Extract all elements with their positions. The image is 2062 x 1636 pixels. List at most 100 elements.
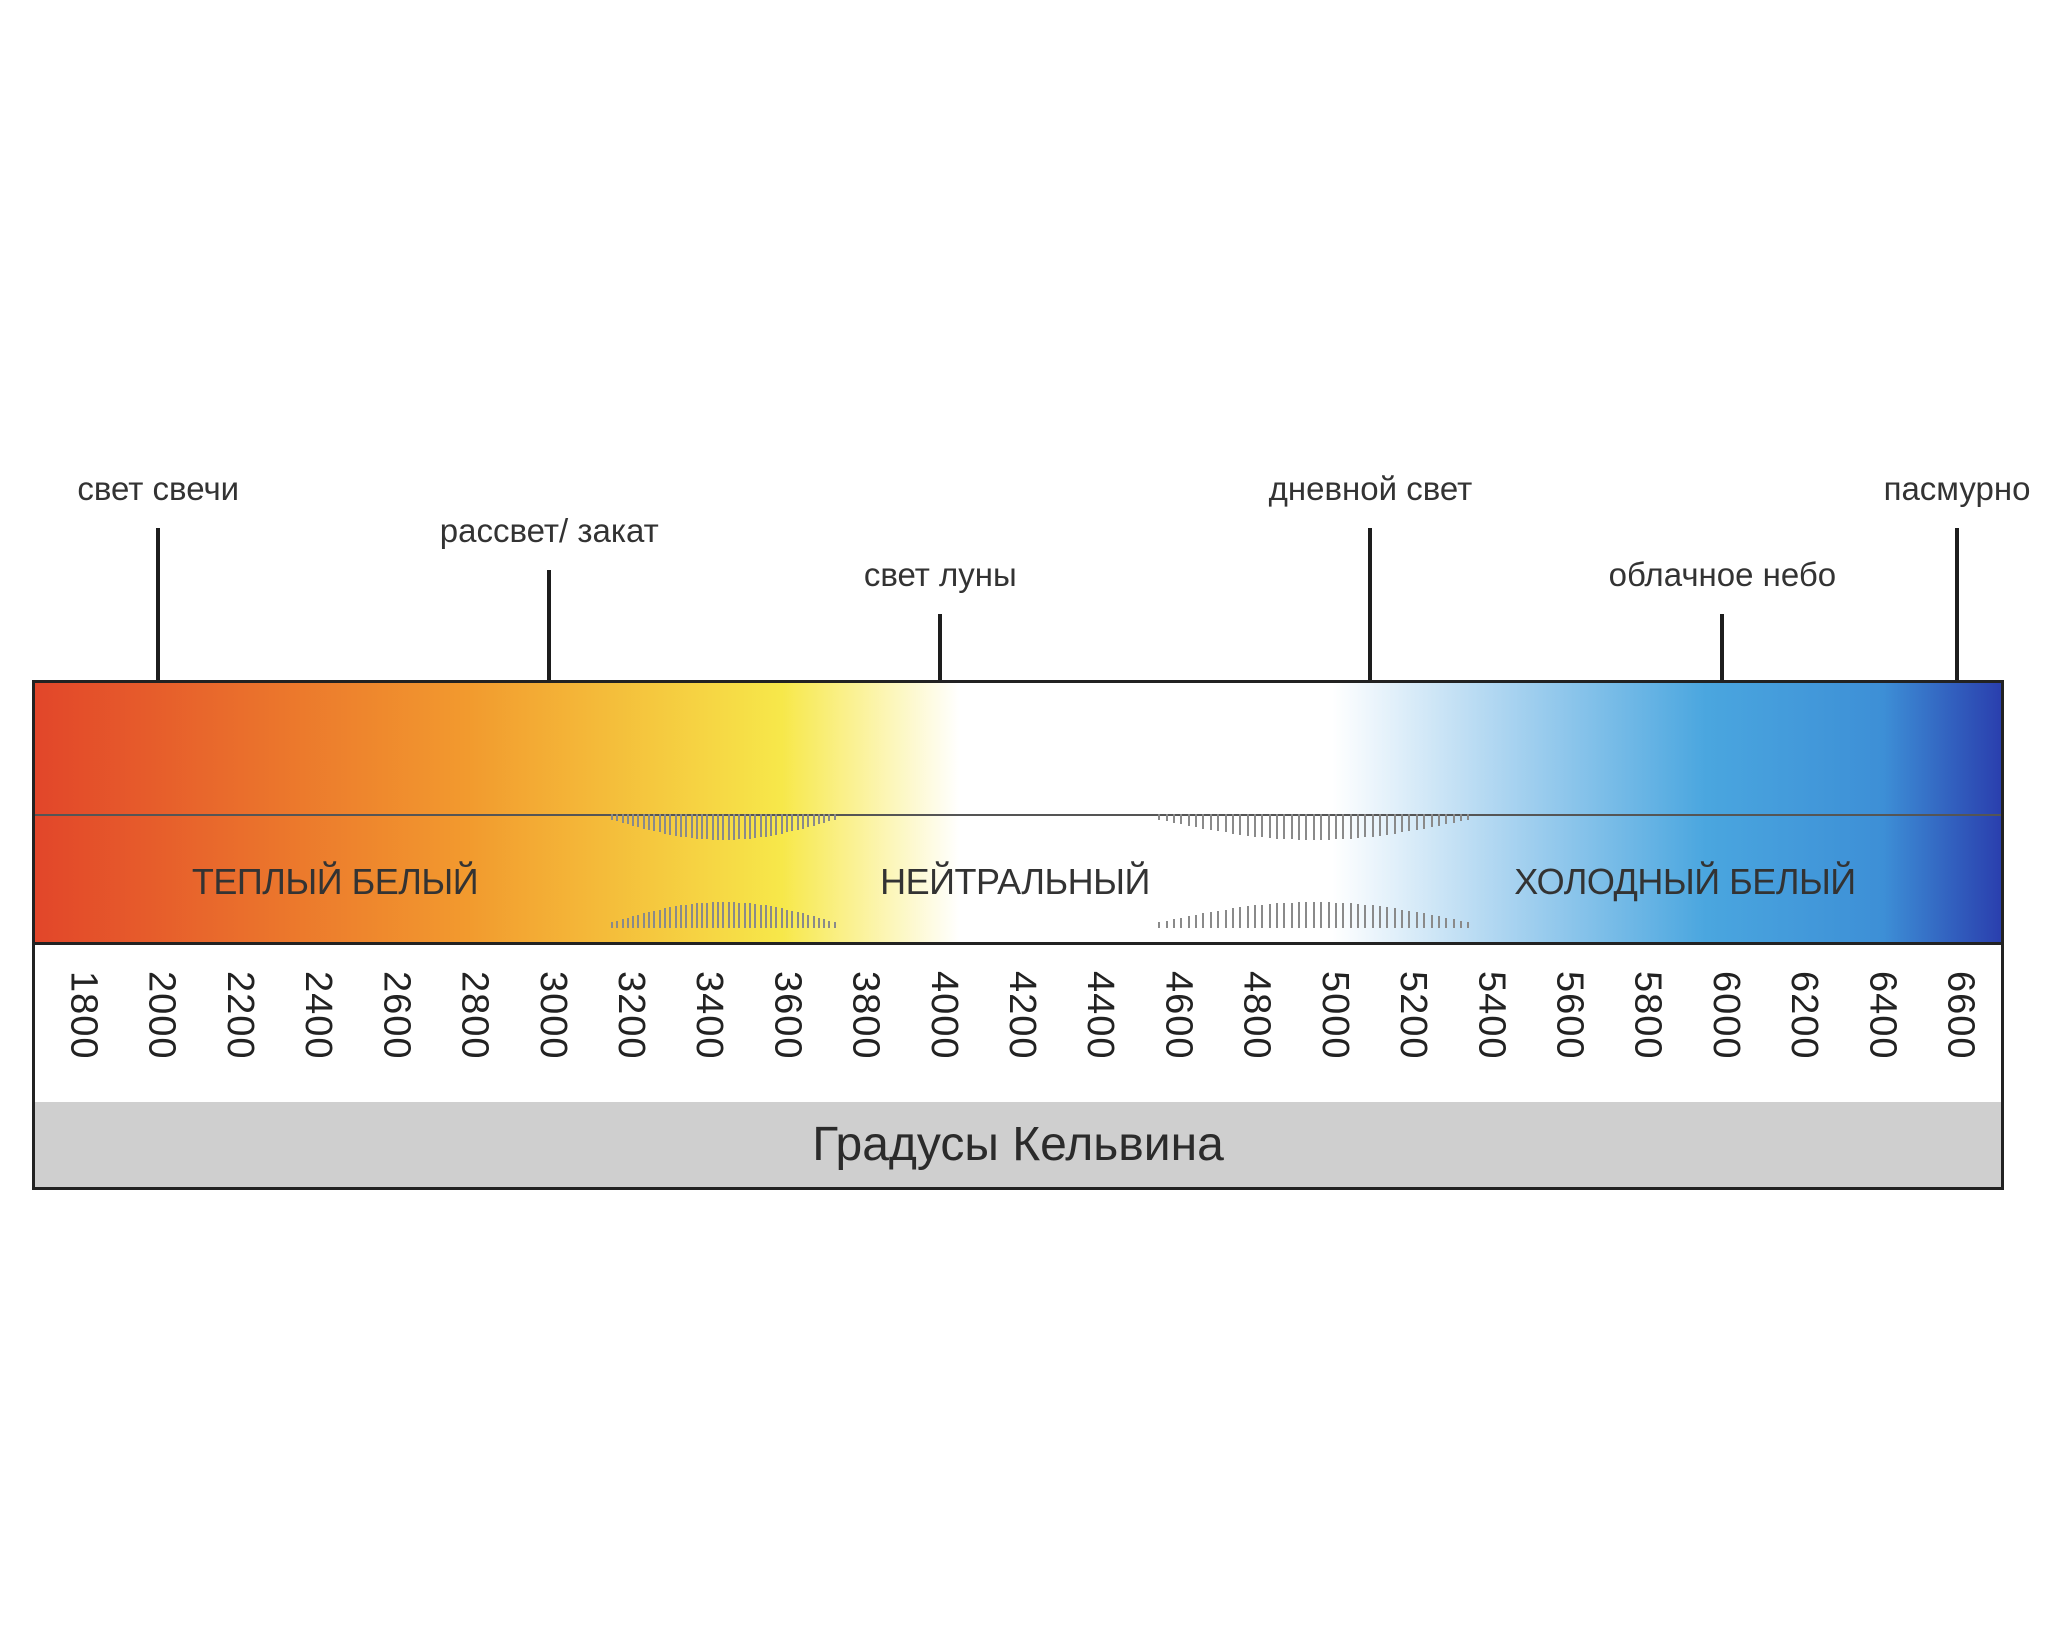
- transition-tick: [1283, 902, 1286, 928]
- transition-tick: [1187, 916, 1190, 928]
- transition-tick: [658, 814, 661, 833]
- transition-tick: [1437, 916, 1440, 928]
- transition-tick: [1349, 814, 1352, 839]
- transition-tick: [1231, 814, 1234, 834]
- transition-tick: [637, 814, 640, 828]
- kelvin-tick-label: 5200: [1392, 971, 1435, 1060]
- transition-tick: [711, 814, 714, 840]
- transition-tick: [679, 814, 682, 837]
- transition-tick: [610, 814, 613, 820]
- kelvin-tick-label: 1800: [62, 971, 105, 1060]
- transition-tick: [722, 814, 725, 840]
- transition-tick: [1423, 913, 1426, 928]
- transition-tick: [817, 814, 820, 825]
- transition-tick: [1356, 903, 1359, 928]
- transition-tick: [1327, 902, 1330, 928]
- kelvin-tick-label: 6000: [1704, 971, 1747, 1060]
- kelvin-tick-label: 3200: [609, 971, 652, 1060]
- transition-tick: [817, 917, 820, 928]
- marker-label: облачное небо: [1608, 556, 1837, 593]
- transition-tick: [695, 903, 698, 928]
- transition-tick: [1158, 814, 1161, 820]
- transition-tick: [807, 914, 810, 928]
- transition-tick: [1261, 814, 1264, 838]
- zone-label-cold: ХОЛОДНЫЙ БЕЛЫЙ: [1514, 861, 1856, 902]
- marker-label: рассвет/ закат: [439, 512, 659, 549]
- transition-tick: [823, 814, 826, 823]
- transition-tick: [1290, 814, 1293, 840]
- transition-tick: [1298, 902, 1301, 928]
- transition-tick: [1195, 914, 1198, 928]
- transition-tick: [637, 914, 640, 928]
- transition-tick: [685, 814, 688, 838]
- transition-tick: [833, 922, 836, 928]
- transition-tick: [1224, 814, 1227, 833]
- transition-tick: [717, 902, 720, 928]
- transition-tick: [701, 902, 704, 928]
- transition-tick: [1452, 814, 1455, 823]
- transition-tick: [1334, 902, 1337, 928]
- transition-tick: [674, 906, 677, 928]
- kelvin-tick-label: 5000: [1313, 971, 1356, 1060]
- transition-tick: [1209, 814, 1212, 830]
- kelvin-tick-label: 2200: [218, 971, 261, 1060]
- transition-tick: [1246, 906, 1249, 928]
- transition-tick: [1371, 905, 1374, 928]
- transition-tick: [801, 814, 804, 829]
- transition-tick: [1173, 919, 1176, 928]
- transition-tick: [1180, 917, 1183, 928]
- transition-ticks-warm-neutral: [610, 814, 836, 942]
- transition-tick: [775, 907, 778, 928]
- transition-tick: [1408, 910, 1411, 928]
- transition-tick: [1459, 814, 1462, 822]
- transition-tick: [669, 907, 672, 928]
- transition-tick: [1386, 907, 1389, 928]
- transition-tick: [1253, 814, 1256, 837]
- kelvin-tick-label: 4800: [1235, 971, 1278, 1060]
- transition-tick: [711, 902, 714, 928]
- transition-tick: [1202, 814, 1205, 829]
- transition-tick: [1173, 814, 1176, 823]
- transition-tick: [1327, 814, 1330, 840]
- transition-tick: [1261, 904, 1264, 928]
- transition-tick: [812, 814, 815, 826]
- transition-tick: [1459, 920, 1462, 928]
- transition-tick: [1430, 914, 1433, 928]
- transition-tick: [759, 814, 762, 838]
- transition-tick: [1165, 814, 1168, 822]
- transition-tick: [796, 912, 799, 928]
- kelvin-tick-label: 4000: [922, 971, 965, 1060]
- transition-tick: [706, 814, 709, 840]
- transition-tick: [1467, 922, 1470, 928]
- transition-tick: [743, 902, 746, 928]
- transition-tick: [1349, 903, 1352, 928]
- transition-tick: [833, 814, 836, 820]
- transition-tick: [674, 814, 677, 836]
- zone-label-warm: ТЕПЛЫЙ БЕЛЫЙ: [191, 861, 479, 902]
- transition-tick: [1364, 904, 1367, 928]
- transition-tick: [1320, 814, 1323, 840]
- transition-tick: [807, 814, 810, 828]
- transition-tick: [1246, 814, 1249, 836]
- transition-tick: [775, 814, 778, 835]
- transition-tick: [823, 919, 826, 928]
- transition-tick: [791, 814, 794, 832]
- marker-label: дневной свет: [1268, 470, 1473, 507]
- kelvin-tick-label: 3000: [531, 971, 574, 1060]
- transition-tick: [653, 910, 656, 928]
- kelvin-tick-label: 2800: [453, 971, 496, 1060]
- transition-tick: [1209, 912, 1212, 928]
- transition-tick: [732, 902, 735, 928]
- kelvin-tick-label: 4200: [1001, 971, 1043, 1060]
- kelvin-tick-label: 5800: [1626, 971, 1669, 1060]
- transition-tick: [1371, 814, 1374, 837]
- transition-tick: [754, 814, 757, 839]
- marker-label: свет свечи: [77, 470, 240, 507]
- transition-tick: [786, 814, 789, 833]
- transition-tick: [764, 814, 767, 837]
- transition-tick: [1217, 814, 1220, 832]
- marker-label: пасмурно: [1883, 470, 2031, 507]
- transition-tick: [663, 814, 666, 834]
- transition-tick: [610, 922, 613, 928]
- transition-tick: [717, 814, 720, 840]
